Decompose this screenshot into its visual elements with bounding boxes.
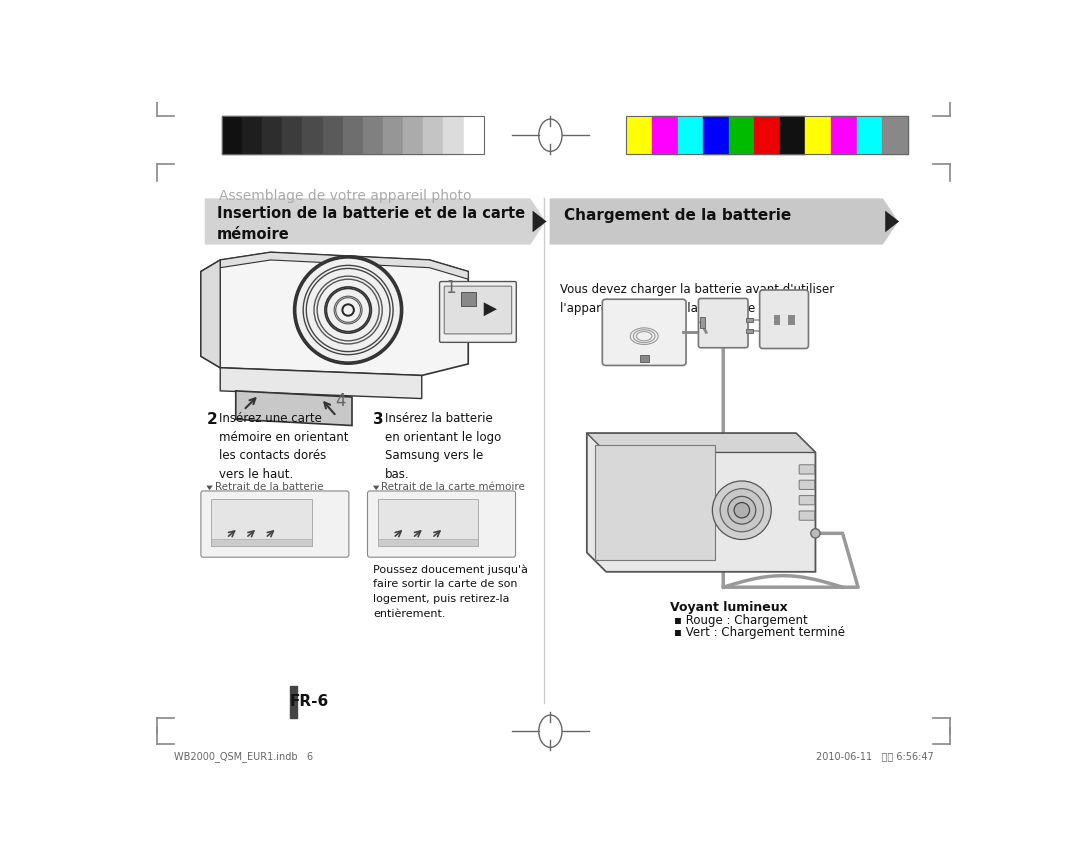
Bar [626,116,907,155]
Bar [302,116,323,155]
Polygon shape [484,302,497,317]
Polygon shape [886,211,900,232]
Bar [403,116,423,155]
Bar [595,445,715,560]
Text: 3: 3 [373,413,383,427]
Bar [323,116,342,155]
Bar [639,356,649,362]
Bar [788,315,795,325]
Text: FR-6: FR-6 [291,694,329,709]
Text: Retrait de la batterie: Retrait de la batterie [215,483,323,493]
Bar [423,116,444,155]
Bar [262,116,282,155]
Text: Voyant lumineux: Voyant lumineux [670,601,787,614]
Text: 2010-06-11   오후 6:56:47: 2010-06-11 오후 6:56:47 [815,751,933,762]
Text: Insérez une carte
mémoire en orientant
les contacts dorés
vers le haut.: Insérez une carte mémoire en orientant l… [218,413,348,481]
Polygon shape [220,368,422,398]
Text: Insérez la batterie
en orientant le logo
Samsung vers le
bas.: Insérez la batterie en orientant le logo… [384,413,501,481]
FancyBboxPatch shape [201,491,349,557]
FancyBboxPatch shape [444,286,512,334]
Bar [806,116,831,155]
FancyBboxPatch shape [759,290,809,349]
Bar [342,116,363,155]
Bar [291,686,297,718]
Bar [831,116,856,155]
Bar [703,116,729,155]
Text: 2: 2 [206,413,217,427]
Bar [282,116,302,155]
Text: Vous devez charger la batterie avant d'utiliser
l'appareil photo pour la premièr: Vous devez charger la batterie avant d'u… [559,283,834,315]
Text: Retrait de la carte mémoire: Retrait de la carte mémoire [381,483,525,493]
Circle shape [728,496,756,524]
Text: 4: 4 [335,391,346,410]
Bar [677,116,703,155]
Bar [383,116,403,155]
Bar [754,116,780,155]
Polygon shape [235,391,352,426]
Bar [882,116,907,155]
Bar [773,315,780,325]
Text: Assemblage de votre appareil photo: Assemblage de votre appareil photo [219,189,472,203]
Text: ▪ Rouge : Chargement: ▪ Rouge : Chargement [674,614,808,627]
Bar [444,116,463,155]
Bar [745,329,754,333]
Bar [460,292,476,306]
Polygon shape [532,211,546,232]
Circle shape [720,488,764,532]
Bar [221,116,242,155]
Bar [745,318,754,323]
Text: Insertion de la batterie et de la carte
mémoire: Insertion de la batterie et de la carte … [217,206,525,242]
Polygon shape [550,198,899,244]
Bar [729,116,754,155]
Bar [363,116,383,155]
Circle shape [734,503,750,518]
FancyBboxPatch shape [440,282,516,342]
Polygon shape [206,486,213,490]
Polygon shape [586,433,815,453]
FancyBboxPatch shape [799,495,814,505]
Bar [780,116,806,155]
Polygon shape [586,433,815,572]
Text: Chargement de la batterie: Chargement de la batterie [564,208,791,223]
Circle shape [294,256,403,364]
Circle shape [713,481,771,540]
Polygon shape [205,198,545,244]
FancyBboxPatch shape [799,511,814,520]
FancyBboxPatch shape [699,299,748,348]
Circle shape [811,528,820,538]
FancyBboxPatch shape [799,480,814,489]
Bar [242,116,262,155]
Text: 1: 1 [445,279,456,297]
Bar [211,500,312,545]
FancyBboxPatch shape [367,491,515,557]
Bar [463,116,484,155]
Bar [378,500,478,545]
Polygon shape [373,486,379,490]
FancyBboxPatch shape [799,465,814,474]
Bar [211,540,312,545]
FancyBboxPatch shape [603,300,686,365]
Bar [652,116,677,155]
Bar [221,116,484,155]
Text: WB2000_QSM_EUR1.indb   6: WB2000_QSM_EUR1.indb 6 [174,751,313,762]
Polygon shape [201,260,220,368]
Text: ▪ Vert : Chargement terminé: ▪ Vert : Chargement terminé [674,626,845,639]
Bar [856,116,882,155]
Polygon shape [201,252,469,375]
Bar [700,317,704,328]
Polygon shape [220,252,469,279]
Text: Poussez doucement jusqu'à
faire sortir la carte de son
logement, puis retirez-la: Poussez doucement jusqu'à faire sortir l… [373,564,528,619]
Bar [626,116,652,155]
Bar [378,540,478,545]
